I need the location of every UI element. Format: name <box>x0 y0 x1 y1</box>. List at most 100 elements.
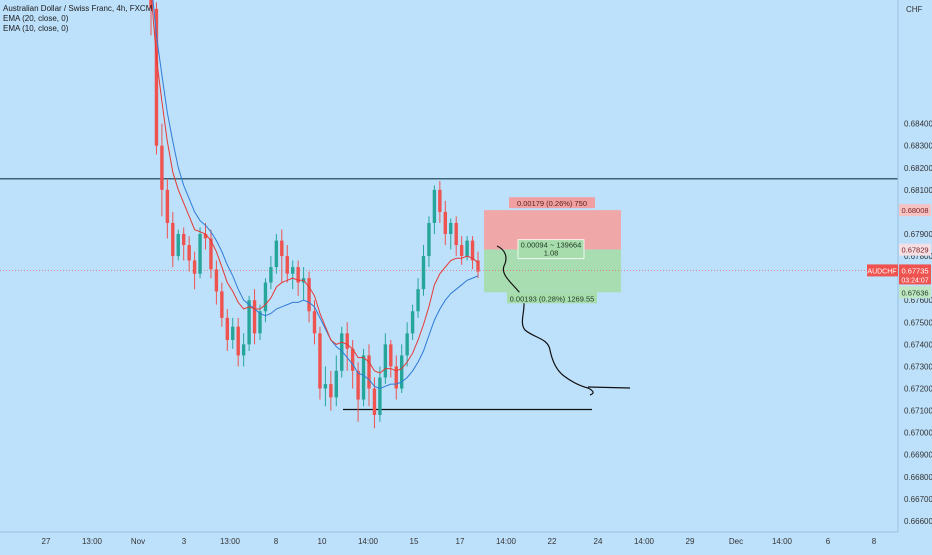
symbol-tag-box <box>867 264 898 277</box>
candle-body[interactable] <box>345 333 349 349</box>
price-tag-stop-box <box>899 204 931 217</box>
candle-body[interactable] <box>252 300 257 334</box>
candle-body[interactable] <box>427 222 431 257</box>
x-tick-label: 24 <box>594 537 603 546</box>
candle-body[interactable] <box>394 366 398 389</box>
candle-body[interactable] <box>350 348 355 371</box>
candle-body[interactable] <box>334 370 338 398</box>
y-tick-label: 0.67800 <box>904 252 932 261</box>
price-tag-target-text: 0.67636 <box>901 288 928 297</box>
x-tick-label: 29 <box>686 537 695 546</box>
candle-body[interactable] <box>160 145 164 190</box>
candle-body[interactable] <box>176 233 180 257</box>
candle-body[interactable] <box>274 240 279 268</box>
candle-body[interactable] <box>247 300 251 345</box>
candle-body[interactable] <box>356 370 360 400</box>
projection-drawing[interactable] <box>496 245 594 396</box>
candle-body[interactable] <box>149 0 153 9</box>
candle-body[interactable] <box>329 384 333 398</box>
candle-body[interactable] <box>432 189 437 223</box>
y-tick-label: 0.66700 <box>904 495 932 504</box>
candle-body[interactable] <box>372 388 377 416</box>
legend-title[interactable]: Australian Dollar / Swiss Franc, 4h, FXC… <box>3 4 153 13</box>
candle-body[interactable] <box>307 278 311 312</box>
price-tag-stop[interactable]: 0.68008 <box>899 204 931 217</box>
candle-body[interactable] <box>367 355 371 389</box>
legend-ema10[interactable]: EMA (10, close, 0) <box>3 24 69 33</box>
candles[interactable] <box>149 0 480 429</box>
target-label-text: 0.00193 (0.28%) 1269.55 <box>510 294 595 303</box>
candle-body[interactable] <box>389 344 393 367</box>
legend-ema20[interactable]: EMA (20, close, 0) <box>3 14 69 23</box>
candle-body[interactable] <box>296 267 300 283</box>
candle-body[interactable] <box>209 238 213 270</box>
x-tick-label: 13:00 <box>220 537 241 546</box>
candle-body[interactable] <box>241 344 246 356</box>
candle-body[interactable] <box>405 333 409 356</box>
candle-body[interactable] <box>291 267 295 274</box>
candle-body[interactable] <box>340 333 344 371</box>
candle-body[interactable] <box>383 344 388 378</box>
x-tick-label: 14:00 <box>358 537 379 546</box>
candle-body[interactable] <box>225 317 229 340</box>
candle-body[interactable] <box>171 222 175 257</box>
x-tick-label: 8 <box>872 537 877 546</box>
candle-body[interactable] <box>443 211 447 234</box>
candle-body[interactable] <box>198 233 202 274</box>
candle-body[interactable] <box>154 8 159 146</box>
candle-body[interactable] <box>187 245 191 261</box>
x-tick-label: 13:00 <box>82 537 103 546</box>
target-label: 0.00193 (0.28%) 1269.55 <box>507 292 597 304</box>
candle-body[interactable] <box>410 311 415 334</box>
candle-body[interactable] <box>192 260 197 274</box>
candle-body[interactable] <box>258 311 262 334</box>
candle-body[interactable] <box>323 384 328 389</box>
x-tick-labels: 27 13:00 Nov 3 13:00 8 10 14:00 15 17 14:00 22 24 14:… <box>42 537 877 546</box>
candle-body[interactable] <box>214 269 219 292</box>
price-tag-current[interactable]: AUDCHF 0.67735 03:24:07 <box>867 264 931 285</box>
y-tick-label: 0.67300 <box>904 362 932 371</box>
candle-body[interactable] <box>449 222 453 234</box>
candle-body[interactable] <box>165 189 170 223</box>
candle-body[interactable] <box>318 333 322 389</box>
candle-body[interactable] <box>416 289 420 312</box>
candle-body[interactable] <box>280 240 284 257</box>
candle-body[interactable] <box>263 282 268 312</box>
candle-body[interactable] <box>465 240 469 257</box>
price-tag-entry[interactable]: 0.67829 <box>899 243 931 256</box>
projection-extension-line[interactable] <box>587 386 631 389</box>
candle-body[interactable] <box>454 222 458 246</box>
candle-body[interactable] <box>470 240 475 261</box>
entry-label-box <box>517 239 585 260</box>
candle-body[interactable] <box>378 377 382 416</box>
price-tag-target[interactable]: 0.67636 <box>899 286 931 299</box>
x-tick-label: Nov <box>131 537 145 546</box>
stop-label-box <box>509 197 595 209</box>
candle-body[interactable] <box>459 245 464 257</box>
price-tags[interactable]: 0.68008 0.67829 AUDCHF 0.67735 03:24:07 0.676… <box>867 204 931 299</box>
candle-body[interactable] <box>269 267 273 283</box>
candle-body[interactable] <box>236 326 240 356</box>
candle-body[interactable] <box>203 233 208 239</box>
x-tick-label: 8 <box>274 537 279 546</box>
candle-body[interactable] <box>400 355 404 389</box>
stop-label: 0.00179 (0.26%) 750 <box>509 197 595 209</box>
candle-body[interactable] <box>182 233 186 246</box>
x-tick-label: 6 <box>826 537 831 546</box>
horizontal-lines[interactable] <box>0 178 898 411</box>
ema-lines <box>151 0 479 390</box>
candle-body[interactable] <box>361 355 366 400</box>
candle-body[interactable] <box>231 326 235 340</box>
y-tick-label: 0.66600 <box>904 517 932 526</box>
candle-body[interactable] <box>312 311 317 334</box>
candle-body[interactable] <box>476 260 480 272</box>
candle-body[interactable] <box>421 256 426 290</box>
candle-body[interactable] <box>438 189 442 212</box>
entry-label-line2: 1.08 <box>544 249 559 258</box>
hand-drawing[interactable] <box>496 245 631 396</box>
candle-body[interactable] <box>220 291 224 318</box>
candle-body[interactable] <box>285 256 289 274</box>
